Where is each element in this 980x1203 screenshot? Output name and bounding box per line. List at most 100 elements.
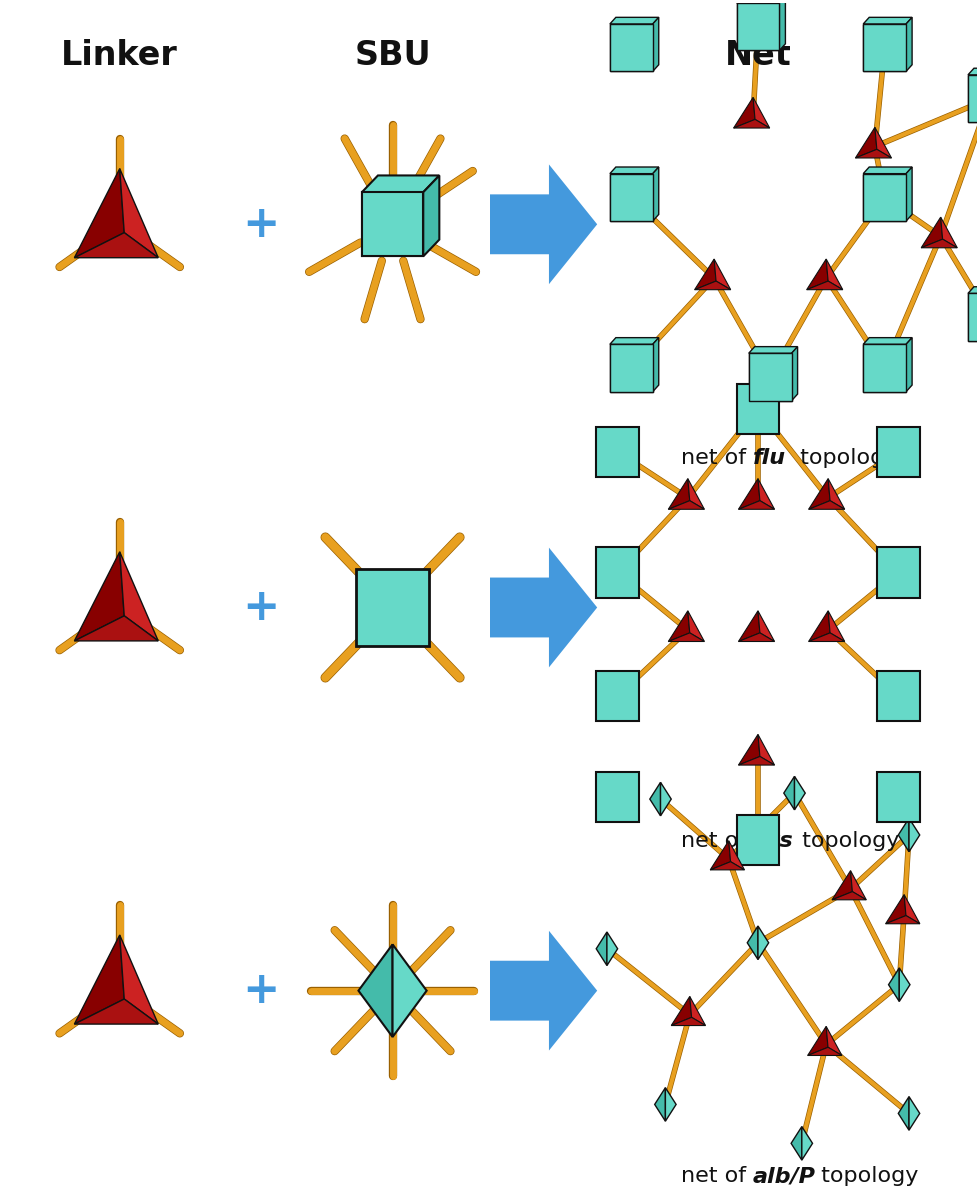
FancyBboxPatch shape [749,354,792,401]
Polygon shape [749,346,798,354]
FancyBboxPatch shape [596,547,639,598]
Polygon shape [753,97,769,128]
Polygon shape [653,17,659,71]
Polygon shape [909,1097,919,1130]
Polygon shape [856,128,877,158]
Polygon shape [808,611,830,641]
FancyBboxPatch shape [596,671,639,721]
FancyBboxPatch shape [968,294,980,340]
FancyBboxPatch shape [863,24,906,71]
Text: topology: topology [795,831,900,851]
Polygon shape [490,165,597,284]
Polygon shape [739,611,760,641]
Polygon shape [120,552,158,641]
FancyBboxPatch shape [863,24,906,71]
Polygon shape [671,996,692,1025]
Polygon shape [826,259,843,290]
Polygon shape [610,17,659,24]
FancyBboxPatch shape [596,771,639,822]
Polygon shape [758,479,774,509]
Polygon shape [941,217,957,248]
Text: net of: net of [681,831,753,851]
FancyBboxPatch shape [863,173,906,221]
FancyBboxPatch shape [596,427,639,476]
FancyBboxPatch shape [877,547,919,598]
Polygon shape [863,167,912,173]
Polygon shape [695,282,731,290]
Polygon shape [490,547,597,668]
Polygon shape [758,611,774,641]
Polygon shape [968,69,980,75]
FancyBboxPatch shape [968,75,980,123]
FancyBboxPatch shape [863,344,906,392]
Polygon shape [729,841,745,870]
Polygon shape [807,259,828,290]
Polygon shape [423,176,439,256]
Polygon shape [808,479,830,509]
Polygon shape [668,479,690,509]
Text: +: + [242,586,279,629]
Polygon shape [784,776,795,810]
FancyBboxPatch shape [610,173,653,221]
Polygon shape [688,611,705,641]
Polygon shape [710,841,731,870]
FancyBboxPatch shape [362,192,423,256]
Polygon shape [739,757,774,765]
Polygon shape [856,149,892,158]
FancyBboxPatch shape [610,344,653,392]
Polygon shape [668,611,690,641]
Polygon shape [968,286,980,294]
FancyBboxPatch shape [877,771,919,822]
Text: topology: topology [793,448,898,468]
Polygon shape [714,259,731,290]
Polygon shape [808,1048,842,1055]
Polygon shape [758,926,768,960]
Polygon shape [610,338,659,344]
Polygon shape [863,17,912,24]
Polygon shape [808,633,845,641]
Polygon shape [791,1126,802,1160]
Polygon shape [655,1088,665,1121]
Polygon shape [737,0,785,4]
Polygon shape [74,935,124,1024]
Polygon shape [650,782,661,816]
Polygon shape [808,1026,828,1055]
Polygon shape [393,944,426,1037]
Polygon shape [792,346,798,401]
Polygon shape [74,232,158,257]
Polygon shape [795,776,806,810]
Polygon shape [906,17,912,71]
Polygon shape [74,168,124,257]
Polygon shape [668,633,705,641]
FancyBboxPatch shape [749,354,792,401]
Polygon shape [906,338,912,392]
Polygon shape [905,895,920,924]
FancyBboxPatch shape [362,192,423,256]
Polygon shape [802,1126,812,1160]
Polygon shape [688,479,705,509]
Polygon shape [653,338,659,392]
FancyBboxPatch shape [877,427,919,476]
Polygon shape [734,119,769,128]
FancyBboxPatch shape [863,344,906,392]
Polygon shape [690,996,706,1025]
FancyBboxPatch shape [877,671,919,721]
Polygon shape [828,611,845,641]
Polygon shape [739,479,760,509]
FancyBboxPatch shape [610,344,653,392]
Polygon shape [906,167,912,221]
Polygon shape [739,633,774,641]
Text: flu: flu [753,448,786,468]
Polygon shape [826,1026,842,1055]
FancyBboxPatch shape [610,173,653,221]
Text: alb/P: alb/P [753,1166,816,1186]
Polygon shape [758,734,774,765]
Polygon shape [359,944,393,1037]
Polygon shape [661,782,671,816]
Polygon shape [653,167,659,221]
FancyBboxPatch shape [737,814,779,865]
Polygon shape [886,895,906,924]
Polygon shape [808,500,845,509]
Polygon shape [74,616,158,641]
Polygon shape [828,479,845,509]
